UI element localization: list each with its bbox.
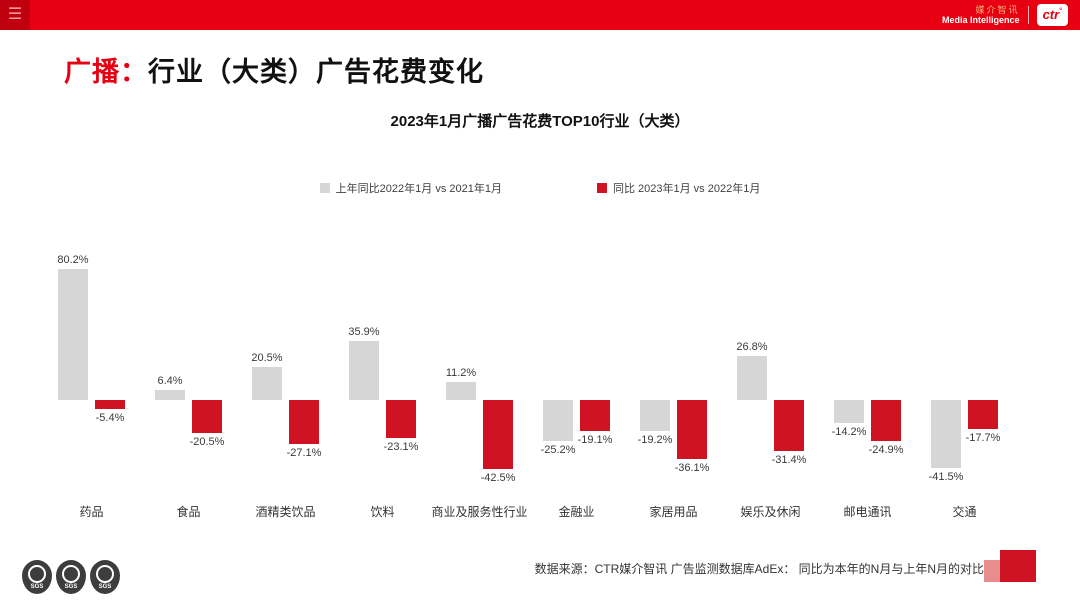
bar-value-label: -20.5% [189,436,225,449]
bar-value-label: -24.9% [868,443,904,456]
sgs-logo: SGS [56,560,86,594]
sgs-logo: SGS [90,560,120,594]
bar-value-label: -27.1% [286,447,322,460]
bar-current-year [95,400,125,409]
bar-current-year [774,400,804,452]
ctr-logo: ctr° [1036,4,1068,26]
bar-prev-year [834,400,864,424]
bar-current-year [677,400,707,459]
bar-current-year [192,400,222,434]
hamburger-icon: ☰ [7,6,23,23]
bar-current-year [289,400,319,445]
bar-value-label: -41.5% [928,470,964,483]
bar-prev-year [446,381,476,400]
data-source-text: 数据来源：CTR媒介智讯 广告监测数据库AdEx： 同比为本年的N月与上年N月的… [534,562,984,576]
ctr-logo-degree: ° [1059,8,1062,15]
category-label: 商业及服务性行业 [431,505,528,519]
bar-prev-year [349,341,379,400]
chart-column: -19.2% -36.1% 家居用品 [625,215,722,525]
legend-item-prev-year: 上年同比2022年1月 vs 2021年1月 [319,180,502,196]
bar-prev-year [640,400,670,432]
category-label: 酒精类饮品 [255,505,316,519]
chart-column: 35.9% -23.1% 饮料 [334,215,431,525]
bar-value-label: 26.8% [736,341,768,354]
sgs-logo: SGS [22,560,52,594]
footer-decoration [984,550,1036,582]
category-label: 邮电通讯 [843,505,892,519]
brand-divider [1027,6,1029,24]
brand-name-cn: 媒介智讯 [975,4,1020,15]
page-title-rest: 行业（大类）广告花费变化 [148,57,484,87]
category-label: 食品 [176,505,201,519]
chart-column: 11.2% -42.5% 商业及服务性行业 [431,215,528,525]
bar-current-year [871,400,901,441]
page-title-prefix: 广播： [64,57,148,87]
category-label: 饮料 [370,505,395,519]
bar-current-year [580,400,610,432]
chart-column: -41.5% -17.7% 交通 [916,215,1013,525]
bar-value-label: -23.1% [383,440,419,453]
category-label: 娱乐及休闲 [740,505,801,519]
bar-prev-year [252,366,282,400]
chart-column: 80.2% -5.4% 药品 [43,215,140,525]
chart-legend: 上年同比2022年1月 vs 2021年1月 同比 2023年1月 vs 202… [0,180,1080,196]
bar-value-label: -42.5% [480,472,516,485]
sgs-ring-icon [96,564,114,583]
bar-current-year [386,400,416,438]
legend-swatch-red [596,183,607,193]
bar-value-label: 35.9% [348,326,380,339]
bar-current-year [483,400,513,470]
chart-column: -14.2% -24.9% 邮电通讯 [819,215,916,525]
chart-column: 20.5% -27.1% 酒精类饮品 [237,215,334,525]
bar-value-label: -19.2% [637,434,673,447]
brand-area: 媒介智讯 Media Intelligence ctr° [942,0,1068,30]
bar-prev-year [737,356,767,400]
chart-column: 26.8% -31.4% 娱乐及休闲 [722,215,819,525]
category-label: 交通 [952,505,977,519]
chart-column: 6.4% -20.5% 食品 [140,215,237,525]
bar-prev-year [155,389,185,400]
legend-item-current-year: 同比 2023年1月 vs 2022年1月 [596,180,761,196]
bar-value-label: 11.2% [445,366,477,379]
bar-value-label: 6.4% [157,374,183,387]
brand-text: 媒介智讯 Media Intelligence [942,5,1020,26]
bar-prev-year [543,400,573,442]
bar-value-label: -14.2% [831,426,867,439]
bar-value-label: -5.4% [95,411,125,424]
sgs-ring-icon [62,564,80,583]
page-title: 广播：行业（大类）广告花费变化 [64,50,484,89]
footer-block-dark-red [1000,550,1036,582]
bar-value-label: -19.1% [577,434,613,447]
menu-button[interactable]: ☰ [0,0,30,30]
chart-title: 2023年1月广播广告花费TOP10行业（大类） [390,113,690,130]
category-label: 金融业 [558,505,595,519]
sgs-ring-icon [28,564,46,583]
category-label: 家居用品 [649,505,698,519]
chart-column: -25.2% -19.1% 金融业 [528,215,625,525]
bar-chart: 80.2% -5.4% 药品 6.4% -20.5% 食品 20.5% -27.1% 酒精类饮品… [43,215,1013,525]
bar-prev-year [931,400,961,468]
legend-swatch-gray [319,183,330,193]
bar-prev-year [58,269,88,400]
bar-value-label: 20.5% [251,351,283,364]
bar-value-label: 80.2% [57,254,89,267]
bar-current-year [968,400,998,429]
brand-name-en: Media Intelligence [942,15,1020,25]
category-label: 药品 [79,505,104,519]
bar-value-label: -17.7% [965,431,1001,444]
footer-block-light-red [984,560,1000,582]
bar-value-label: -36.1% [674,461,710,474]
legend-label-prev-year: 上年同比2022年1月 vs 2021年1月 [335,183,502,195]
legend-label-current-year: 同比 2023年1月 vs 2022年1月 [612,183,761,195]
bar-value-label: -25.2% [540,444,576,457]
bar-value-label: -31.4% [771,454,807,467]
certification-logos: SGS SGS SGS [22,560,120,594]
top-bar: ☰ 媒介智讯 Media Intelligence ctr° [0,0,1080,30]
